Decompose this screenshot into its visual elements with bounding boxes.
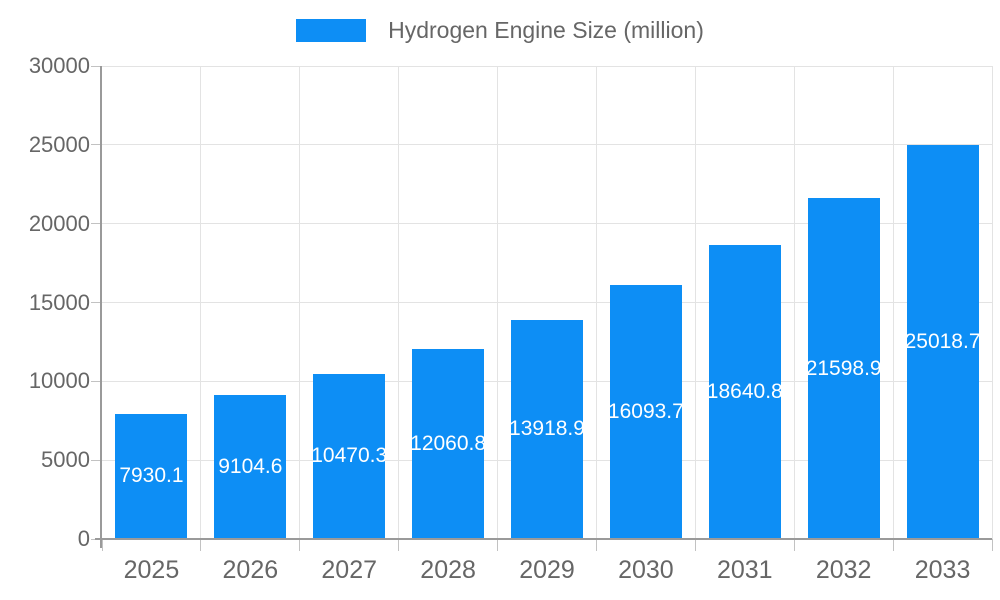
y-axis-tick-label: 10000: [28, 368, 90, 394]
x-axis-label-2032: 2032: [815, 556, 872, 584]
y-axis-tick-label: 25000: [28, 131, 90, 157]
bar-2030: 16093.7: [609, 285, 682, 539]
bar-2033: 25018.7: [906, 144, 979, 539]
bar-value-label-2030: 16093.7: [609, 400, 682, 424]
gridline-vertical: [398, 66, 400, 539]
x-axis-tick: [497, 539, 499, 551]
y-axis-tick-label: 20000: [28, 210, 90, 236]
y-axis-tick: [91, 65, 100, 67]
bar-2032: 21598.9: [807, 198, 880, 539]
bar-value-label-2025: 7930.1: [119, 464, 184, 488]
legend-label: Hydrogen Engine Size (million): [388, 17, 704, 43]
x-axis-line: [95, 538, 992, 540]
x-axis-tick: [200, 539, 202, 551]
gridline-horizontal: [102, 144, 992, 146]
plot-area: 0 5000 10000 15000 20000 25000 30000 7930.1 2025…: [29, 53, 993, 584]
x-axis-tick: [101, 539, 103, 551]
x-axis-label-2030: 2030: [618, 556, 674, 584]
gridline-horizontal: [102, 65, 992, 67]
y-axis-tick-label: 5000: [41, 447, 90, 473]
bar-value-label-2028: 12060.8: [412, 431, 485, 455]
gridline-vertical: [497, 66, 499, 539]
x-axis-tick: [793, 539, 795, 551]
x-axis-tick: [991, 539, 993, 551]
gridline-vertical: [200, 66, 202, 539]
gridline-vertical: [694, 66, 696, 539]
gridline-vertical: [991, 66, 993, 539]
x-axis-tick: [694, 539, 696, 551]
bar-2027: 10470.3: [313, 373, 386, 539]
gridline-vertical: [595, 66, 597, 539]
bar-2029: 13918.9: [511, 319, 583, 539]
x-axis-label-2026: 2026: [222, 556, 279, 584]
bar-value-label-2033: 25018.7: [906, 329, 979, 353]
bar-value-label-2032: 21598.9: [807, 356, 880, 380]
y-axis-tick: [91, 223, 100, 225]
bar-value-label-2029: 13918.9: [511, 417, 583, 441]
gridline-vertical: [793, 66, 795, 539]
bar-value-label-2027: 10470.3: [313, 444, 386, 468]
bar-2031: 18640.8: [708, 245, 781, 539]
y-axis-tick: [91, 380, 100, 382]
gridline-vertical: [299, 66, 301, 539]
gridline-vertical: [892, 66, 894, 539]
y-axis-tick-label: 0: [77, 526, 90, 551]
legend-swatch-icon: [296, 19, 367, 42]
bar-2025: 7930.1: [115, 413, 188, 539]
y-axis-tick: [91, 302, 100, 303]
x-axis-label-2033: 2033: [914, 556, 971, 584]
y-axis-tick-label: 15000: [28, 289, 90, 315]
x-axis-label-2029: 2029: [519, 556, 575, 584]
gridline-horizontal: [102, 302, 992, 303]
y-axis-tick-label: 30000: [28, 53, 90, 78]
y-axis-tick: [91, 144, 100, 146]
x-axis-label-2031: 2031: [716, 556, 773, 584]
x-axis-label-2025: 2025: [123, 556, 180, 584]
x-axis-tick: [892, 539, 894, 551]
x-axis-tick: [398, 539, 400, 551]
legend: Hydrogen Engine Size (million): [0, 17, 1000, 44]
x-axis-label-2028: 2028: [420, 556, 476, 584]
x-axis-label-2027: 2027: [321, 556, 378, 584]
legend-item-hydrogen-engine-size[interactable]: Hydrogen Engine Size (million): [296, 17, 704, 44]
x-axis-tick: [595, 539, 597, 551]
gridline-horizontal: [102, 223, 992, 225]
bar-value-label-2031: 18640.8: [708, 380, 781, 404]
bar-2026: 9104.6: [214, 395, 287, 539]
y-axis-line: [100, 66, 102, 548]
y-axis-tick: [91, 459, 100, 461]
bar-2028: 12060.8: [412, 348, 485, 539]
x-axis-tick: [299, 539, 301, 551]
bar-value-label-2026: 9104.6: [218, 455, 283, 479]
